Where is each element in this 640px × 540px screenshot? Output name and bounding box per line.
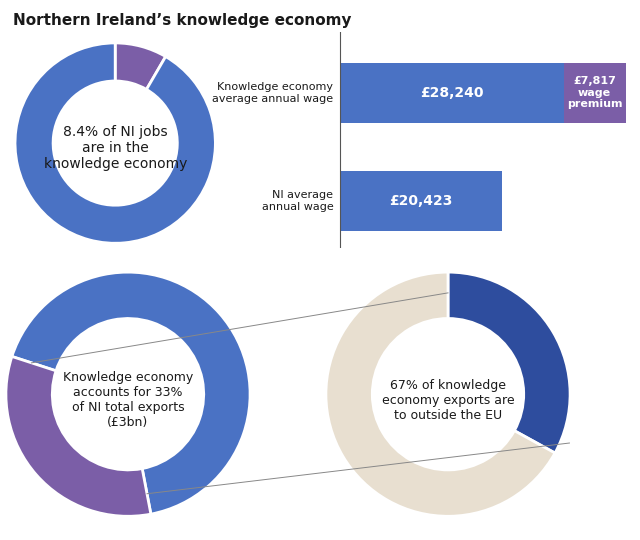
Text: £7,817
wage
premium: £7,817 wage premium <box>567 76 622 110</box>
Bar <box>564 63 626 123</box>
Text: Northern Ireland’s knowledge economy: Northern Ireland’s knowledge economy <box>13 14 351 29</box>
Wedge shape <box>115 43 166 90</box>
Bar <box>340 171 502 231</box>
Wedge shape <box>448 272 570 453</box>
Text: £20,423: £20,423 <box>389 194 452 208</box>
Wedge shape <box>15 43 216 244</box>
Text: 8.4% of NI jobs
are in the
knowledge economy: 8.4% of NI jobs are in the knowledge eco… <box>44 125 187 171</box>
Text: £28,240: £28,240 <box>420 86 483 100</box>
Wedge shape <box>326 272 555 516</box>
Text: Knowledge economy
accounts for 33%
of NI total exports
(£3bn): Knowledge economy accounts for 33% of NI… <box>63 372 193 429</box>
Bar <box>340 63 564 123</box>
Text: Knowledge economy
average annual wage: Knowledge economy average annual wage <box>212 82 333 104</box>
Text: 67% of knowledge
economy exports are
to outside the EU: 67% of knowledge economy exports are to … <box>381 379 515 422</box>
Text: NI average
annual wage: NI average annual wage <box>262 190 333 212</box>
Wedge shape <box>12 272 250 514</box>
Wedge shape <box>6 356 151 516</box>
